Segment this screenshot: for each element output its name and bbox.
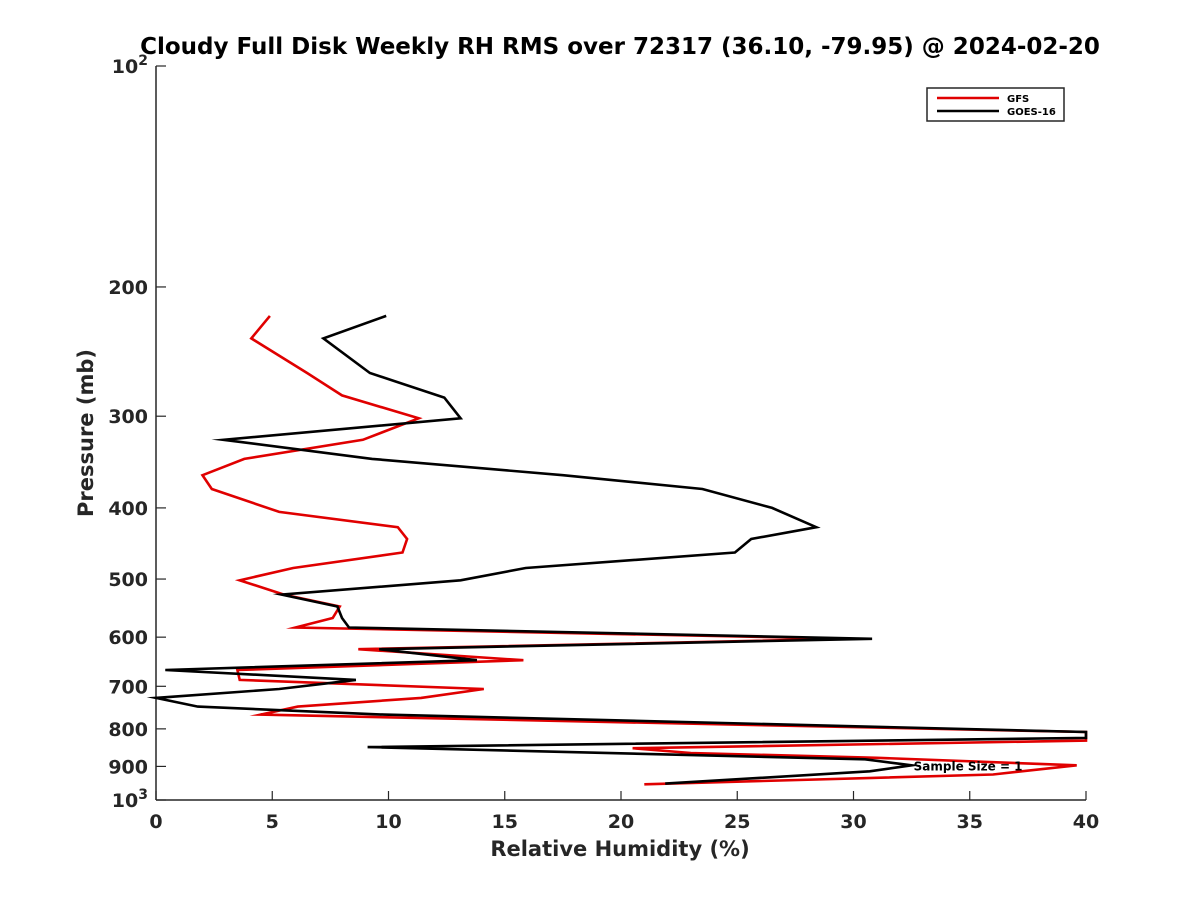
x-axis-label: Relative Humidity (%) [490, 837, 749, 861]
y-tick-label: 102 [112, 53, 148, 78]
series-layer [146, 314, 1088, 786]
legend: GFS GOES-16 [926, 87, 1065, 122]
y-tick-label: 200 [108, 277, 148, 299]
x-tick-label: 0 [149, 811, 162, 833]
y-tick-label: 800 [108, 719, 148, 741]
y-tick-label: 700 [108, 676, 148, 698]
x-tick-label: 30 [840, 811, 866, 833]
x-tick-label: 25 [724, 811, 750, 833]
series-line-goes-16 [146, 314, 1088, 785]
x-tick-label: 40 [1073, 811, 1099, 833]
legend-label: GFS [1007, 94, 1029, 105]
legend-box [926, 87, 1065, 122]
x-tick-label: 20 [608, 811, 634, 833]
annotation-layer: Sample Size = 1 [914, 759, 1023, 773]
x-tick-label: 5 [266, 811, 279, 833]
x-tick-label: 10 [375, 811, 401, 833]
sample-size-annotation: Sample Size = 1 [914, 759, 1023, 773]
legend-label: GOES-16 [1007, 107, 1056, 118]
x-tick-label: 15 [492, 811, 518, 833]
y-tick-label: 300 [108, 406, 148, 428]
chart-title: Cloudy Full Disk Weekly RH RMS over 7231… [140, 34, 1100, 60]
y-tick-label: 500 [108, 569, 148, 591]
y-tick-label: 900 [108, 756, 148, 778]
y-axis-label: Pressure (mb) [74, 349, 98, 517]
series-line-gfs [200, 315, 1088, 786]
y-tick-label: 600 [108, 627, 148, 649]
y-tick-label: 400 [108, 498, 148, 520]
x-tick-label: 35 [957, 811, 983, 833]
y-tick-label: 103 [112, 787, 148, 812]
axes: 0 5 10 15 20 25 30 35 40 102 200 300 400 500 600 700 800… [108, 53, 1099, 833]
